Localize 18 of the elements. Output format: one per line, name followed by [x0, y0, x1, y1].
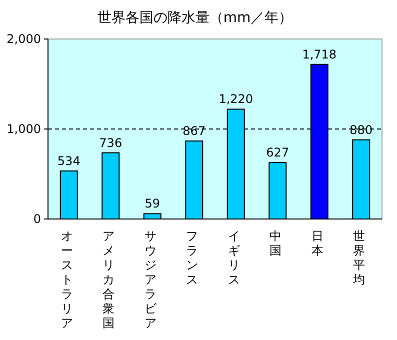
data-label: 627: [266, 146, 290, 160]
x-tick-label: サウジアラビア: [144, 229, 158, 330]
y-tick-label: 0: [33, 212, 41, 226]
x-tick-label: イギリス: [228, 229, 240, 286]
data-label: 1,718: [302, 47, 337, 62]
x-tick-label: オーストラリア: [60, 229, 73, 330]
data-label: 59: [144, 196, 160, 211]
y-tick-label: 2,000: [6, 32, 41, 46]
y-tick-label: 1,000: [6, 122, 41, 136]
data-label: 736: [99, 136, 122, 150]
x-tick-label: 中国: [270, 229, 282, 258]
chart-title: 世界各国の降水量（mm／年）: [97, 10, 293, 26]
x-tick-label: アメリカ合衆国: [102, 229, 115, 330]
x-tick-label: フランス: [186, 229, 198, 286]
x-tick-label: 日本: [311, 229, 324, 258]
data-label: 1,220: [218, 92, 254, 106]
data-label: 534: [57, 154, 80, 168]
x-tick-label: 世界平均: [352, 229, 366, 286]
